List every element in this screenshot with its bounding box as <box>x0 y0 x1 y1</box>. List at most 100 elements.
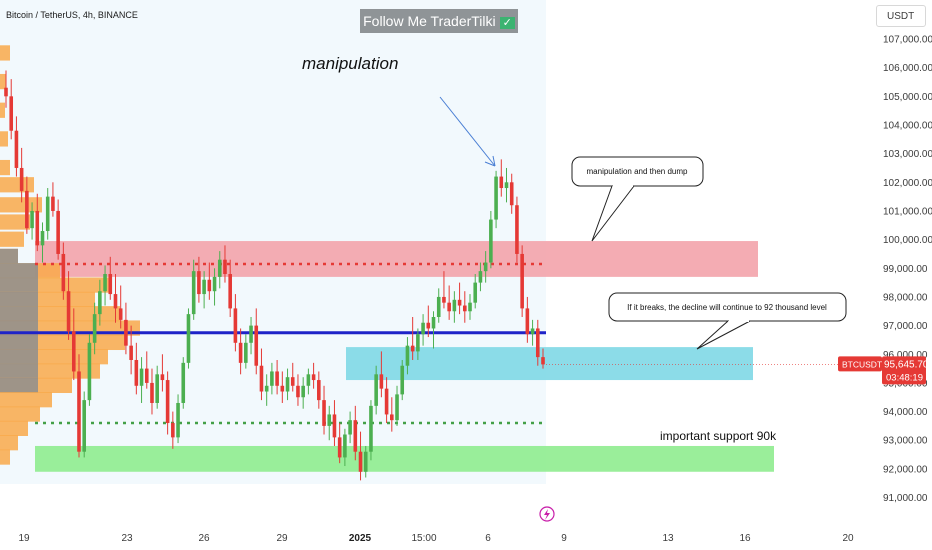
candle-body <box>509 182 514 206</box>
candle-body <box>264 385 269 392</box>
candle-body <box>129 345 133 360</box>
candle-body <box>155 374 159 403</box>
candle-body <box>384 388 389 415</box>
candle-body <box>337 437 342 458</box>
y-tick-label: 101,000.00 <box>883 206 932 217</box>
volume-profile-bar <box>0 177 34 193</box>
candle-body <box>30 210 34 229</box>
y-tick-label: 98,000.00 <box>883 292 928 303</box>
candle-body <box>285 377 290 392</box>
callout-box <box>571 156 704 187</box>
annotation-title: manipulation <box>302 54 398 73</box>
candle-body <box>494 176 498 220</box>
candle-body <box>468 302 472 312</box>
volume-profile-bar <box>0 102 5 118</box>
candle-body <box>290 377 295 386</box>
candle-body <box>442 296 446 303</box>
symbol-title: Bitcoin / TetherUS, 4h, BINANCE <box>6 10 138 20</box>
candle-body <box>369 405 373 452</box>
candle-body <box>436 296 441 318</box>
y-tick-label: 105,000.00 <box>883 92 932 103</box>
candle-body <box>416 334 420 352</box>
y-tick-label: 96,000.00 <box>883 350 928 361</box>
candle-body <box>301 385 305 398</box>
check-icon: ✓ <box>499 17 515 29</box>
x-tick-label: 19 <box>18 533 30 544</box>
candle-body <box>108 274 113 295</box>
candle-body <box>77 371 81 452</box>
x-tick-label: 6 <box>485 533 491 544</box>
volume-profile-bar <box>0 131 8 147</box>
candle-body <box>306 374 311 386</box>
y-tick-label: 97,000.00 <box>883 321 928 332</box>
candle-body <box>160 374 165 381</box>
candle-body <box>499 176 504 189</box>
candle-body <box>134 359 139 386</box>
candle-body <box>249 325 253 343</box>
candle-body <box>504 182 509 189</box>
candle-body <box>259 365 264 392</box>
currency-button[interactable]: USDT <box>876 5 926 27</box>
zone-resistance <box>35 241 758 277</box>
callout-text: manipulation and then dump <box>587 167 689 176</box>
candle-body <box>363 451 368 472</box>
candle-body <box>358 451 363 472</box>
candle-body <box>238 342 243 363</box>
candle-body <box>280 385 285 392</box>
candle-body <box>410 345 415 352</box>
volume-profile-bar-value-area <box>0 277 38 293</box>
zone-current <box>346 347 753 381</box>
candle-body <box>171 423 175 438</box>
candle-body <box>191 271 196 315</box>
candle-body <box>348 420 352 435</box>
candle-body <box>332 414 337 438</box>
x-tick-label: 13 <box>662 533 674 544</box>
candle-body <box>515 205 519 254</box>
candle-body <box>483 262 488 272</box>
candle-body <box>181 362 186 403</box>
price-badge-value: 95,645.70 <box>884 359 929 370</box>
follow-banner[interactable]: Follow Me TraderTilki ✓ <box>360 9 518 33</box>
candle-body <box>45 196 50 232</box>
y-tick-label: 100,000.00 <box>883 235 932 246</box>
candle-body <box>322 400 326 426</box>
volume-profile-bar <box>0 392 52 408</box>
volume-profile-bar <box>0 449 10 465</box>
candle-body <box>447 302 451 312</box>
volume-profile-bar <box>0 406 40 422</box>
candle-body <box>400 365 405 395</box>
candle-body <box>223 259 227 275</box>
candle-body <box>270 371 274 386</box>
volume-profile-bar <box>0 231 24 247</box>
candle-body <box>92 314 97 343</box>
x-tick-label: 15:00 <box>411 533 436 544</box>
candle-body <box>275 371 279 386</box>
volume-profile-bar <box>0 214 30 230</box>
y-tick-label: 93,000.00 <box>883 436 928 447</box>
candle-body <box>296 385 300 398</box>
volume-profile-bar <box>0 45 10 61</box>
candle-body <box>457 299 462 306</box>
candle-body <box>71 331 76 372</box>
candle-body <box>207 279 212 292</box>
candle-body <box>124 319 128 346</box>
y-tick-label: 102,000.00 <box>883 178 932 189</box>
candle-body <box>165 380 170 424</box>
candle-body <box>66 291 71 332</box>
y-tick-label: 92,000.00 <box>883 464 928 475</box>
candle-body <box>56 210 60 254</box>
price-badge <box>882 356 926 385</box>
price-badge-symbol <box>838 356 882 372</box>
candle-body <box>535 328 540 358</box>
candle-body <box>150 382 154 403</box>
candle-body <box>139 368 144 386</box>
candle-body <box>541 357 545 365</box>
candle-body <box>374 374 378 406</box>
x-tick-label: 2025 <box>349 533 372 544</box>
candle-body <box>103 274 107 292</box>
follow-label: Follow Me TraderTilki <box>363 13 496 29</box>
candle-body <box>82 400 87 452</box>
price-badge-symbol-text: BTCUSDT <box>842 359 882 369</box>
y-tick-label: 91,000.00 <box>883 493 928 504</box>
